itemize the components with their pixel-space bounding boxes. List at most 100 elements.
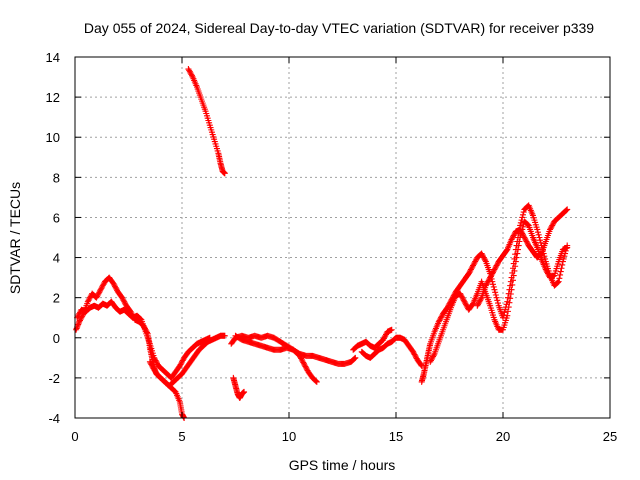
data-point [136,315,143,322]
data-point [438,313,445,320]
data-point [313,378,320,385]
y-tick-label: -2 [48,371,60,386]
data-point [491,286,498,293]
data-point [537,251,544,258]
data-point [298,356,305,363]
data-point [99,283,106,290]
data-point [480,254,487,261]
data-point [352,354,359,361]
data-point [564,244,571,251]
data-point [564,206,571,213]
data-point [494,297,501,304]
data-point [467,266,474,273]
data-point [466,269,473,276]
data-point [522,237,529,244]
data-point [483,281,490,288]
data-point [76,317,83,324]
data-point [241,388,248,395]
data-point [412,352,419,359]
data-point [381,334,388,341]
data-point [557,268,564,275]
data-point [490,269,497,276]
data-point [520,233,527,240]
data-point [206,334,213,341]
data-point [110,280,117,287]
data-point [522,235,529,242]
y-tick-label: 10 [46,130,60,145]
data-point [561,253,568,260]
data-point [188,72,195,79]
y-tick-label: 8 [53,170,60,185]
data-point [429,354,436,361]
data-point [149,364,156,371]
data-point [524,221,531,228]
data-point [221,170,228,177]
data-point [490,281,497,288]
data-point [86,294,93,301]
data-point [475,301,482,308]
data-point [523,238,530,245]
data-point [462,300,469,307]
data-point [519,231,526,238]
data-point [509,277,516,284]
y-tick-label: 14 [46,50,60,65]
series-trace-7 [232,332,359,367]
data-point [491,266,498,273]
x-tick-label: 5 [178,429,185,444]
data-point [428,356,435,363]
data-point [493,294,500,301]
series-trace-12 [474,206,571,309]
series-trace-1 [73,274,228,389]
data-point [75,312,82,319]
data-point [302,363,309,370]
data-point [410,350,417,357]
series-trace-2 [74,298,213,381]
y-tick-label: 0 [53,331,60,346]
data-point [112,284,119,291]
data-point [111,281,118,288]
data-point [99,282,106,289]
data-point [518,217,525,224]
data-point [512,258,519,265]
y-axis-title: SDTVAR / TECUs [7,182,23,294]
data-point [537,237,544,244]
data-point [350,356,357,363]
data-point [151,356,158,363]
data-point [482,257,489,264]
data-point [474,302,481,309]
data-point [313,378,320,385]
data-point [519,211,526,218]
data-point [492,291,499,298]
series-trace-8 [350,326,395,353]
data-point [300,359,307,366]
x-tick-label: 10 [282,429,296,444]
data-point [505,304,512,311]
data-point [541,253,548,260]
data-point [300,360,307,367]
data-point [475,300,482,307]
data-point [471,259,478,266]
data-point [460,297,467,304]
data-point [542,266,549,273]
y-tick-label: 2 [53,291,60,306]
data-point [543,267,550,274]
data-point [490,283,497,290]
data-point [388,326,395,333]
data-point [146,358,153,365]
data-point [519,230,526,237]
data-point [178,360,185,367]
x-tick-label: 0 [71,429,78,444]
data-point [534,229,541,236]
data-point [504,312,511,319]
y-tick-label: 12 [46,90,60,105]
data-point [154,360,161,367]
data-point [94,293,101,300]
data-point [519,214,526,221]
data-point [153,358,160,365]
data-point [427,358,434,365]
data-point [111,283,118,290]
y-tick-label: 6 [53,210,60,225]
data-point [470,261,477,268]
data-point [95,290,102,297]
